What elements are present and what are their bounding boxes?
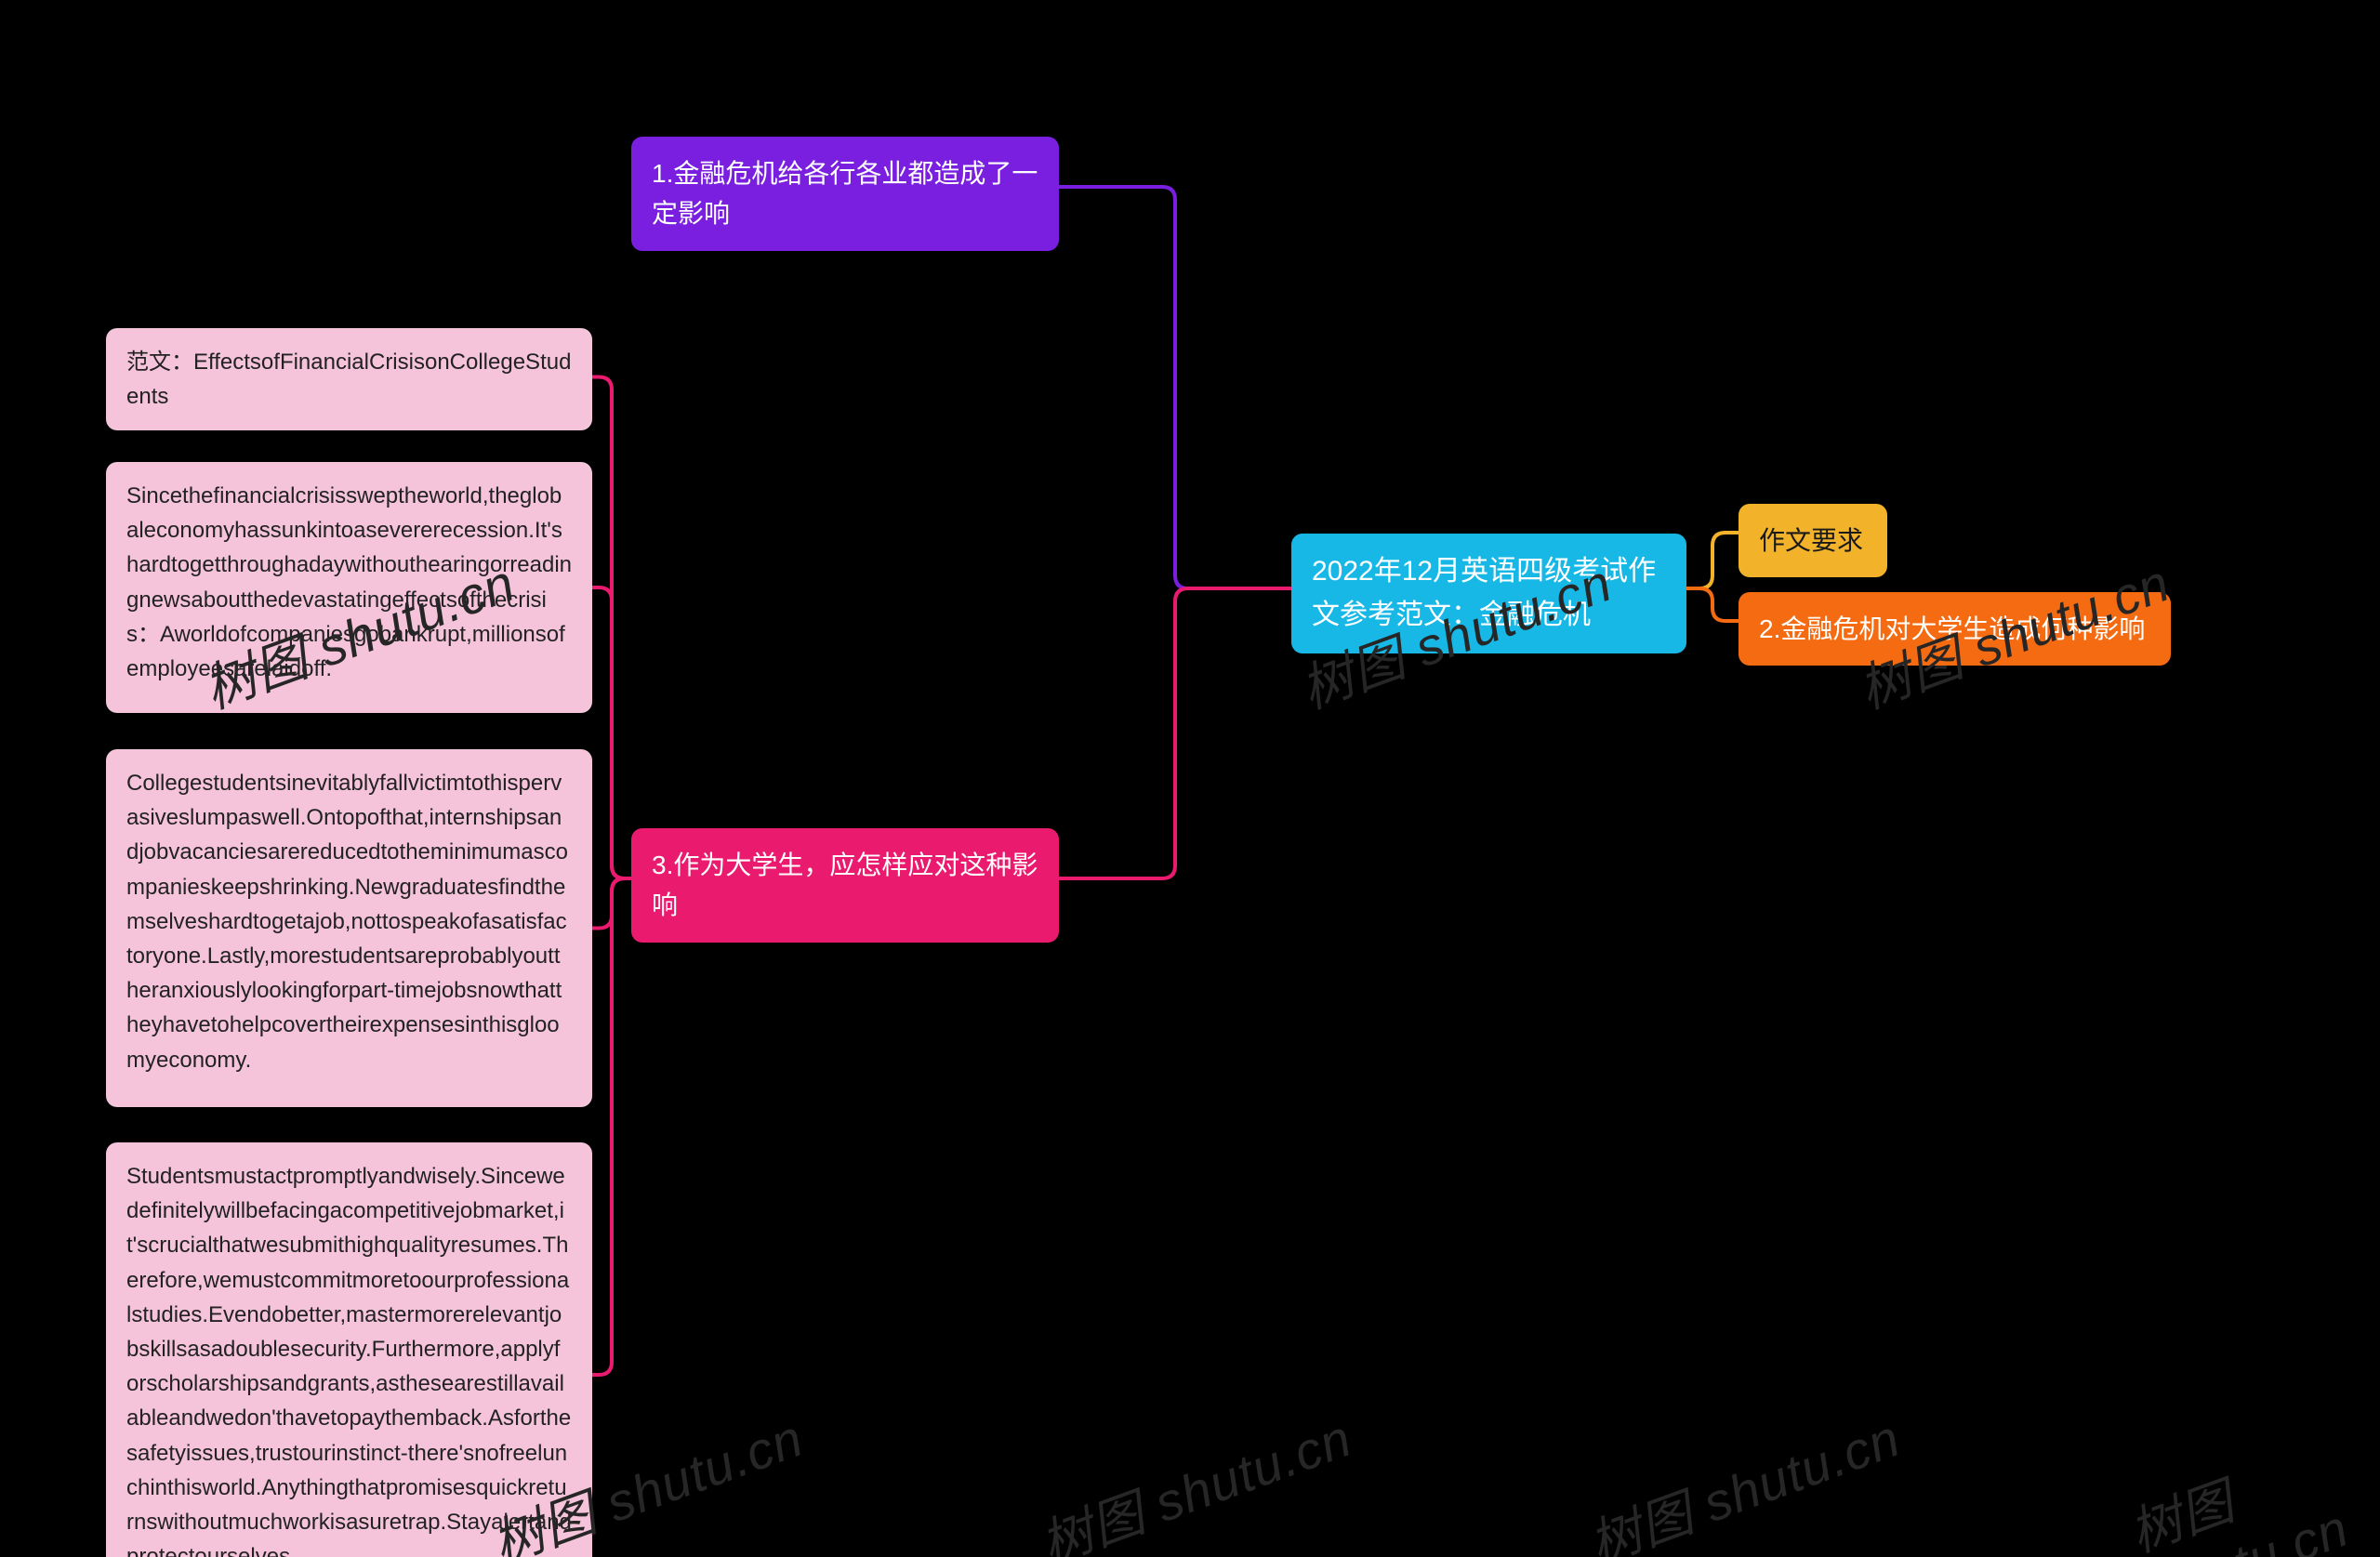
mindmap-node-root[interactable]: 2022年12月英语四级考试作文参考范文：金融危机: [1291, 534, 1686, 653]
edge-e-l2-p3: [592, 878, 631, 929]
mindmap-node-right1[interactable]: 作文要求: [1739, 504, 1887, 577]
mindmap-node-p1[interactable]: 范文：EffectsofFinancialCrisisonCollegeStud…: [106, 328, 592, 430]
edge-e-root-l2: [1059, 588, 1291, 878]
watermark-text: 树图 shutu.cn: [1029, 1397, 1361, 1557]
edge-e-root-l1: [1059, 187, 1291, 588]
watermark-text: 树图 shutu.cn: [1578, 1397, 1910, 1557]
watermark-text: 树图 shutu.cn: [2118, 1412, 2380, 1557]
edge-e-root-r1: [1686, 533, 1739, 588]
edge-e-root-r2: [1686, 588, 1739, 621]
edge-e-l2-p1: [592, 377, 631, 879]
mindmap-node-left1[interactable]: 1.金融危机给各行各业都造成了一定影响: [631, 137, 1059, 251]
mindmap-node-p2[interactable]: Sincethefinancialcrisissweptheworld,theg…: [106, 462, 592, 713]
edge-e-l2-p4: [592, 878, 631, 1375]
edge-e-l2-p2: [592, 587, 631, 878]
mindmap-node-p3[interactable]: Collegestudentsinevitablyfallvictimtothi…: [106, 749, 592, 1107]
mindmap-node-p4[interactable]: Studentsmustactpromptlyandwisely.Sincewe…: [106, 1142, 592, 1557]
mindmap-node-left2[interactable]: 3.作为大学生，应怎样应对这种影响: [631, 828, 1059, 943]
mindmap-node-right2[interactable]: 2.金融危机对大学生造成何种影响: [1739, 592, 2171, 666]
